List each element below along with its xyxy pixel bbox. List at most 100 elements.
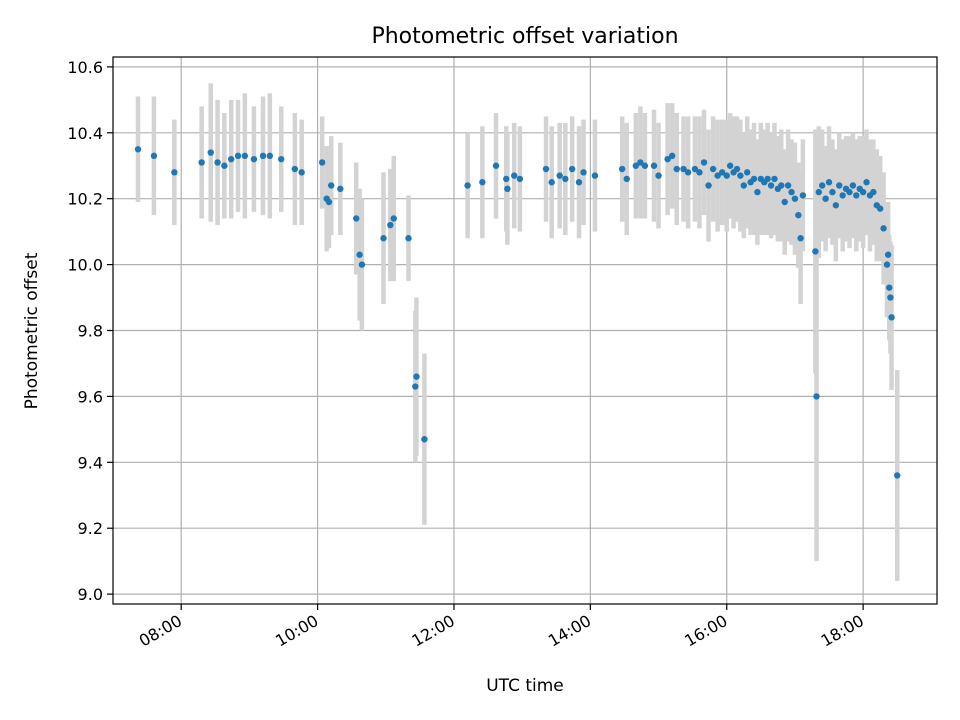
data-point [291, 165, 299, 173]
chart-title: Photometric offset variation [371, 24, 678, 49]
data-point [771, 175, 778, 183]
data-point [516, 175, 524, 183]
data-point [325, 198, 333, 206]
y-tick-label: 10.4 [67, 124, 103, 143]
data-point [884, 251, 892, 258]
data-point [511, 172, 518, 179]
data-point [668, 152, 676, 160]
data-point [733, 165, 741, 173]
data-point [421, 436, 428, 443]
data-point [241, 152, 249, 160]
y-tick-label: 9.0 [78, 585, 103, 604]
data-point [556, 172, 563, 179]
data-point [812, 248, 819, 255]
data-point [767, 182, 775, 189]
y-tick-label: 10.2 [67, 190, 103, 209]
data-point [723, 172, 730, 179]
data-point [791, 195, 799, 202]
data-point [198, 159, 205, 166]
data-point [278, 155, 285, 163]
y-tick-label: 9.2 [78, 519, 103, 538]
data-point [888, 314, 895, 321]
data-points [134, 146, 901, 479]
data-point [839, 192, 846, 199]
data-point [591, 172, 599, 179]
data-point [650, 162, 658, 169]
data-point [743, 169, 751, 176]
data-point [548, 179, 555, 186]
y-tick-label: 9.8 [78, 322, 103, 341]
data-point [737, 172, 744, 179]
data-point [750, 175, 758, 183]
data-point [618, 165, 626, 173]
data-point [829, 188, 836, 196]
data-point [795, 211, 802, 219]
y-tick-label: 9.6 [78, 387, 103, 406]
data-point [568, 165, 576, 173]
data-point [781, 198, 788, 206]
data-point [696, 169, 703, 176]
data-point [221, 162, 228, 169]
data-point [412, 383, 419, 390]
data-point [664, 155, 671, 163]
data-point [580, 169, 587, 176]
data-point [234, 152, 242, 160]
x-axis-label: UTC time [486, 676, 564, 696]
data-point [726, 162, 734, 169]
data-point [337, 185, 344, 193]
data-point [353, 215, 360, 222]
data-point [390, 215, 397, 222]
data-point [880, 225, 887, 232]
data-point [876, 205, 884, 212]
data-point [718, 169, 726, 176]
data-point [883, 261, 891, 268]
data-point [259, 152, 267, 160]
data-point [705, 182, 712, 189]
data-point [562, 175, 569, 183]
data-point [673, 165, 680, 173]
y-axis-ticks: 9.0 9.2 9.4 9.6 9.8 10.0 10.2 10.4 10.6 [67, 58, 113, 604]
data-point [479, 179, 486, 186]
data-point [250, 155, 258, 163]
data-point [680, 165, 687, 173]
data-point [709, 165, 717, 173]
data-point [328, 182, 335, 189]
data-point [886, 284, 893, 291]
data-point [863, 179, 870, 186]
data-point [700, 159, 708, 166]
data-point [778, 182, 785, 189]
data-point [504, 185, 511, 193]
data-point [413, 373, 420, 380]
data-point [298, 169, 305, 176]
data-point [171, 169, 178, 176]
data-point [492, 162, 500, 169]
data-point [784, 182, 792, 189]
data-point [464, 182, 471, 189]
data-point [575, 179, 583, 186]
data-point [542, 165, 550, 173]
data-point [819, 182, 826, 189]
data-point [894, 472, 901, 479]
data-point [214, 159, 221, 166]
data-point [788, 188, 795, 196]
data-point [797, 235, 804, 242]
data-point [684, 169, 692, 176]
data-point [655, 172, 662, 179]
data-point [825, 179, 833, 186]
data-point [228, 155, 235, 163]
data-point [641, 162, 649, 169]
data-point [266, 152, 274, 160]
data-point [853, 192, 860, 199]
data-point [134, 146, 142, 153]
data-point [836, 182, 843, 189]
data-point [740, 182, 747, 189]
data-point [632, 162, 640, 169]
data-point [813, 393, 820, 400]
data-point [623, 175, 630, 183]
data-point [815, 188, 822, 196]
data-point [318, 159, 326, 166]
data-point [859, 188, 867, 196]
data-point [387, 221, 394, 229]
